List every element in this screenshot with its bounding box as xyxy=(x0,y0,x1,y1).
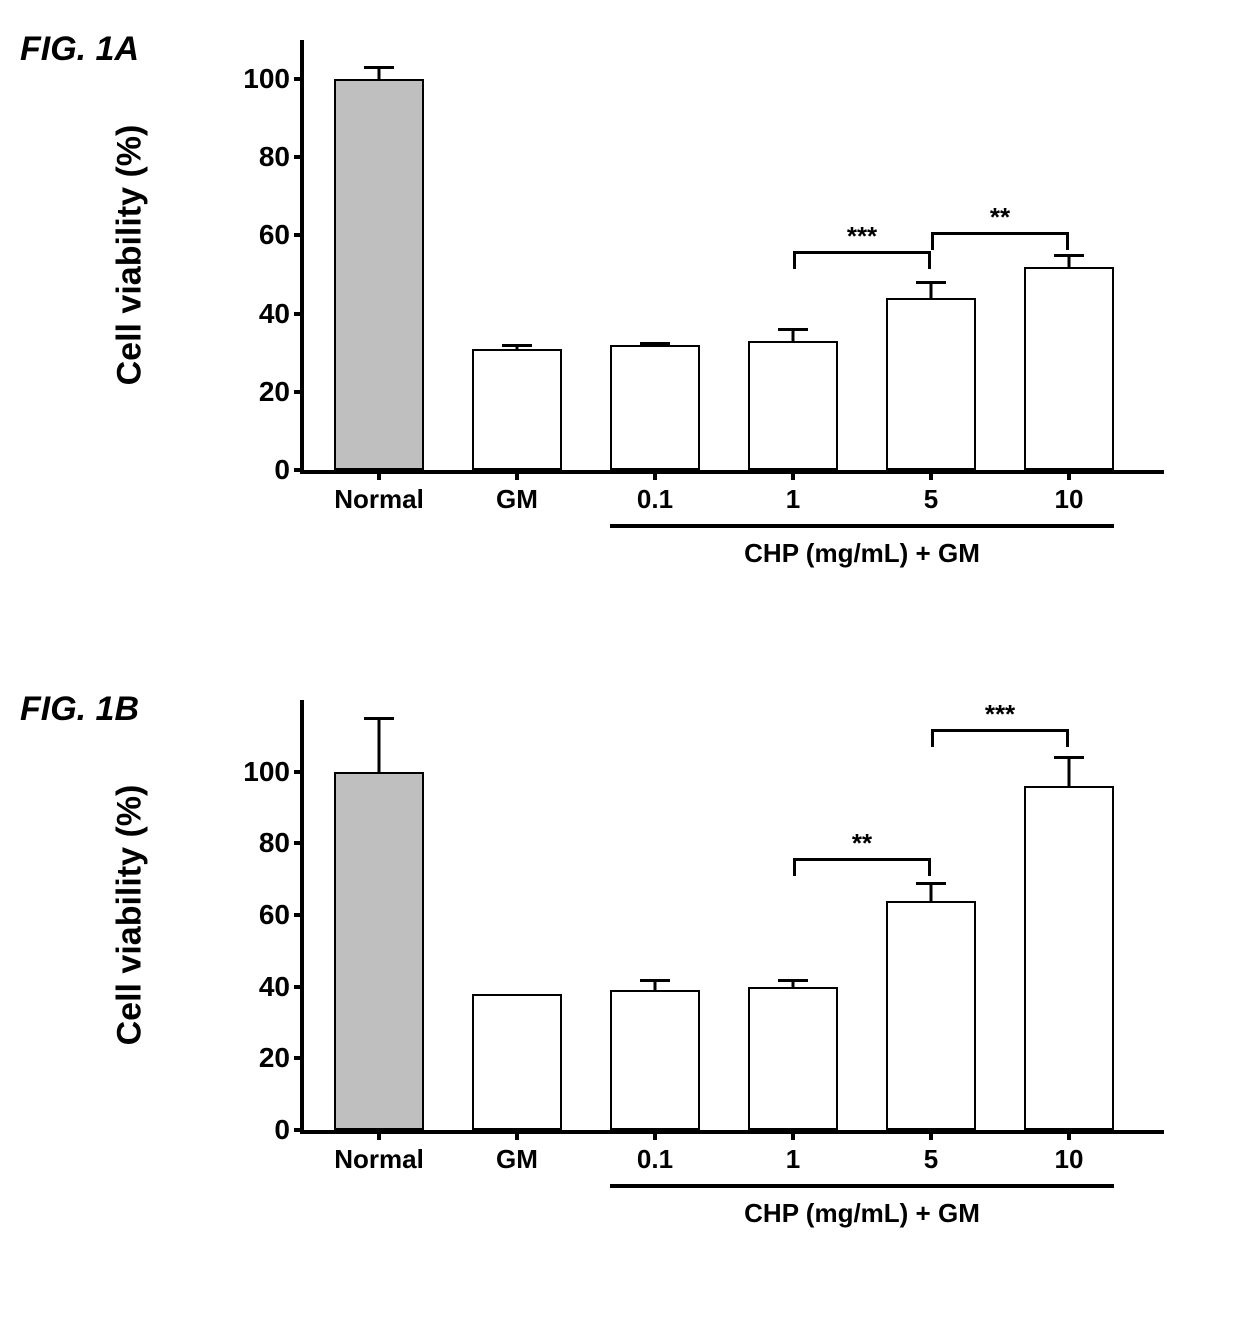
bar xyxy=(610,345,700,470)
significance-bracket xyxy=(928,858,931,876)
error-bar-cap xyxy=(502,344,532,347)
group-underline xyxy=(610,524,1114,528)
x-tick-label: 5 xyxy=(924,1130,938,1175)
bar xyxy=(1024,267,1114,470)
error-bar-cap xyxy=(778,979,808,982)
error-bar xyxy=(1068,757,1071,786)
error-bar-cap xyxy=(640,342,670,345)
significance-bracket xyxy=(1066,232,1069,250)
bar xyxy=(1024,786,1114,1130)
bar xyxy=(472,994,562,1130)
y-tick-label: 80 xyxy=(259,141,304,173)
group-underline xyxy=(610,1184,1114,1188)
error-bar-cap xyxy=(640,979,670,982)
error-bar-cap xyxy=(778,328,808,331)
error-bar-cap xyxy=(364,66,394,69)
significance-bracket xyxy=(793,251,796,269)
bar xyxy=(472,349,562,470)
x-tick-label: 0.1 xyxy=(637,1130,673,1175)
x-tick-label: 1 xyxy=(786,470,800,515)
y-tick-label: 0 xyxy=(274,1114,304,1146)
error-bar-cap xyxy=(916,281,946,284)
bar xyxy=(886,298,976,470)
x-tick-label: 5 xyxy=(924,470,938,515)
y-tick-label: 40 xyxy=(259,971,304,1003)
error-bar xyxy=(930,883,933,901)
x-tick-label: GM xyxy=(496,470,538,515)
bar xyxy=(610,990,700,1130)
y-tick-label: 80 xyxy=(259,827,304,859)
x-tick-label: Normal xyxy=(334,470,424,515)
y-tick-label: 60 xyxy=(259,899,304,931)
x-tick-label: GM xyxy=(496,1130,538,1175)
page: FIG. 1A FIG. 1B Cell viability (%) 0 20 40… xyxy=(0,0,1240,1337)
bar xyxy=(748,341,838,470)
error-bar-cap xyxy=(1054,254,1084,257)
significance-label: ** xyxy=(852,828,872,859)
significance-bracket xyxy=(931,729,934,747)
significance-bracket xyxy=(1066,729,1069,747)
y-tick-label: 60 xyxy=(259,219,304,251)
x-tick-label: Normal xyxy=(334,1130,424,1175)
y-tick-label: 100 xyxy=(243,63,304,95)
bar xyxy=(334,772,424,1130)
bar xyxy=(886,901,976,1130)
group-label: CHP (mg/mL) + GM xyxy=(744,538,980,569)
chart-a-plot-area: 020406080100NormalGM0.11510*****CHP (mg/… xyxy=(300,40,1164,474)
chart-b-plot-area: 020406080100NormalGM0.11510*****CHP (mg/… xyxy=(300,700,1164,1134)
x-tick-label: 10 xyxy=(1055,470,1084,515)
figure-label-b: FIG. 1B xyxy=(20,690,139,729)
error-bar xyxy=(378,718,381,772)
error-bar-cap xyxy=(1054,756,1084,759)
x-tick-label: 10 xyxy=(1055,1130,1084,1175)
y-tick-label: 40 xyxy=(259,298,304,330)
group-label: CHP (mg/mL) + GM xyxy=(744,1198,980,1229)
significance-label: *** xyxy=(847,221,877,252)
significance-label: ** xyxy=(990,202,1010,233)
y-tick-label: 20 xyxy=(259,376,304,408)
y-tick-label: 0 xyxy=(274,454,304,486)
y-tick-label: 20 xyxy=(259,1042,304,1074)
figure-label-a: FIG. 1A xyxy=(20,30,139,69)
bar xyxy=(748,987,838,1130)
error-bar xyxy=(930,282,933,298)
error-bar-cap xyxy=(916,882,946,885)
chart-a-y-axis-label: Cell viability (%) xyxy=(111,125,150,386)
significance-bracket xyxy=(928,251,931,269)
x-tick-label: 0.1 xyxy=(637,470,673,515)
chart-b-y-axis-label: Cell viability (%) xyxy=(111,785,150,1046)
y-tick-label: 100 xyxy=(243,756,304,788)
significance-bracket xyxy=(793,858,796,876)
error-bar-cap xyxy=(364,717,394,720)
x-tick-label: 1 xyxy=(786,1130,800,1175)
significance-bracket xyxy=(931,232,934,250)
significance-label: *** xyxy=(985,699,1015,730)
bar xyxy=(334,79,424,470)
